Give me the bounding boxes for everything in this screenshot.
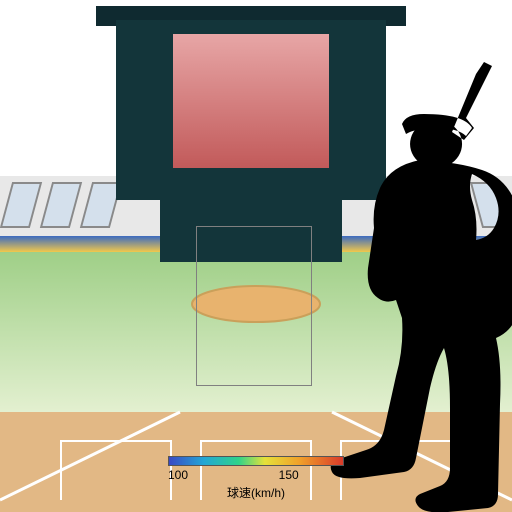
speed-legend-bar bbox=[168, 456, 344, 466]
speed-legend-label: 球速(km/h) bbox=[168, 484, 344, 501]
batters-box-left bbox=[60, 440, 172, 500]
batter-silhouette bbox=[316, 62, 512, 512]
speed-legend: 100 150 球速(km/h) bbox=[168, 456, 344, 501]
legend-tick: 150 bbox=[279, 468, 299, 482]
speed-legend-ticks: 100 150 bbox=[168, 468, 344, 482]
strike-zone bbox=[196, 226, 312, 386]
legend-tick: 100 bbox=[168, 468, 188, 482]
pitch-location-diagram: 100 150 球速(km/h) bbox=[0, 0, 512, 512]
